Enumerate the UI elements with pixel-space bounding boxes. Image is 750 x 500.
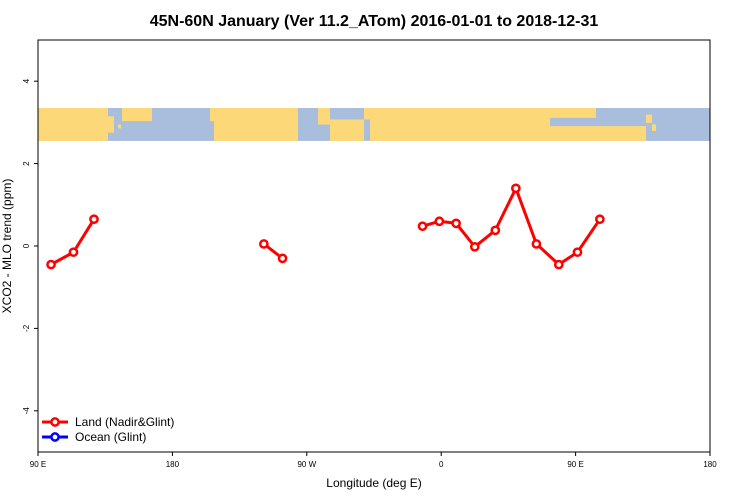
data-point: [259, 239, 269, 249]
data-point: [531, 239, 542, 249]
map-land: [364, 107, 370, 120]
map-land: [550, 107, 596, 118]
y-tick-label: -2: [22, 324, 31, 332]
x-tick-label: 180: [703, 460, 717, 469]
plot-frame: [37, 39, 711, 453]
data-point: [469, 241, 480, 252]
data-point: [490, 225, 501, 236]
legend: Land (Nadir&Glint)Ocean (Glint): [42, 415, 174, 444]
x-axis: 90 E 180 90 W 0 90 E 180: [30, 452, 717, 469]
x-tick-label: 90 E: [567, 460, 583, 469]
world-map-band: [38, 107, 710, 141]
y-axis-label: XCO2 - MLO trend (ppm): [0, 179, 14, 314]
x-tick-label: 90 W: [297, 460, 316, 469]
x-axis-label: Longitude (deg E): [326, 476, 421, 490]
x-tick-label: 90 E: [30, 460, 46, 469]
map-land: [370, 107, 550, 141]
map-land: [652, 124, 656, 132]
data-point: [417, 221, 428, 232]
map-land: [210, 107, 214, 122]
map-land: [122, 107, 152, 122]
data-point: [434, 216, 445, 227]
x-tick-label: 0: [439, 460, 444, 469]
data-point: [46, 259, 56, 270]
map-land: [38, 107, 108, 141]
legend-label: Ocean (Glint): [75, 430, 146, 444]
data-point: [68, 247, 79, 258]
map-land: [330, 119, 364, 141]
map-land: [108, 116, 114, 133]
legend-label: Land (Nadir&Glint): [75, 415, 174, 429]
data-point: [595, 214, 605, 225]
data-point: [451, 218, 461, 229]
series-line: [50, 218, 96, 266]
legend-marker: [50, 417, 60, 427]
map-land: [550, 126, 646, 141]
y-tick-label: 2: [22, 161, 31, 166]
data-point: [89, 214, 99, 225]
y-axis: -4 -2 0 2 4: [22, 78, 38, 414]
map-land: [214, 107, 298, 141]
y-tick-label: -4: [22, 407, 31, 415]
data-point: [277, 253, 288, 264]
y-tick-label: 0: [22, 243, 31, 248]
map-land: [646, 114, 652, 123]
map-land: [318, 107, 330, 125]
data-point: [553, 259, 564, 270]
map-land: [118, 124, 121, 129]
series-line: [422, 186, 602, 266]
data-point: [511, 183, 521, 194]
y-tick-label: 4: [22, 78, 31, 83]
series-layer: [46, 183, 605, 270]
x-tick-label: 180: [166, 460, 180, 469]
chart-title: 45N-60N January (Ver 11.2_ATom) 2016-01-…: [150, 13, 599, 30]
data-point: [572, 247, 583, 258]
legend-marker: [50, 432, 60, 442]
